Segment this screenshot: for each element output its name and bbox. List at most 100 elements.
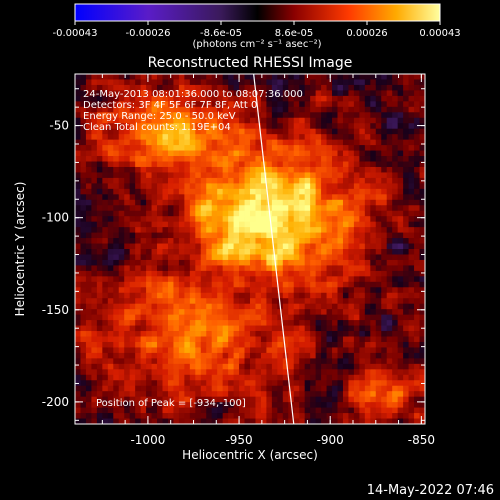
heatmap-cell (102, 194, 109, 201)
heatmap-cell (419, 156, 425, 162)
heatmap-cell (173, 369, 180, 376)
heatmap-cell (178, 90, 185, 97)
heatmap-cell (233, 249, 240, 255)
heatmap-cell (107, 232, 114, 239)
heatmap-cell (419, 363, 425, 370)
heatmap-cell (304, 227, 311, 233)
heatmap-cell (140, 134, 147, 141)
heatmap-cell (375, 418, 382, 424)
heatmap-cell (96, 232, 103, 239)
annotation-line: Clean Total counts: 1.19E+04 (83, 122, 231, 133)
heatmap-cell (321, 265, 327, 272)
heatmap-cell (151, 249, 158, 255)
heatmap-cell (392, 418, 399, 424)
heatmap-cell (80, 270, 87, 277)
heatmap-cell (288, 210, 295, 217)
heatmap-cell (135, 259, 142, 266)
heatmap-cell (189, 117, 196, 124)
heatmap-cell (80, 243, 87, 250)
heatmap-cell (167, 413, 174, 419)
heatmap-cell (282, 123, 289, 130)
heatmap-cell (288, 374, 295, 381)
heatmap-cell (403, 161, 409, 168)
heatmap-cell (348, 407, 355, 414)
heatmap-cell (250, 402, 256, 408)
heatmap-cell (184, 161, 191, 168)
heatmap-cell (293, 112, 300, 119)
heatmap-cell (124, 145, 131, 151)
heatmap-cell (250, 358, 256, 365)
heatmap-cell (85, 199, 92, 206)
heatmap-cell (124, 238, 131, 244)
heatmap-cell (260, 352, 267, 359)
heatmap-cell (321, 292, 327, 299)
heatmap-cell (195, 287, 202, 294)
heatmap-cell (315, 249, 322, 255)
heatmap-cell (304, 172, 311, 179)
heatmap-cell (414, 161, 420, 168)
heatmap-cell (375, 363, 382, 370)
heatmap-cell (189, 134, 196, 141)
heatmap-cell (337, 413, 344, 419)
heatmap-cell (414, 238, 420, 244)
heatmap-cell (85, 95, 92, 102)
heatmap-cell (271, 101, 278, 108)
heatmap-cell (321, 101, 327, 108)
heatmap-cell (129, 156, 136, 162)
heatmap-cell (348, 402, 355, 408)
heatmap-cell (414, 112, 420, 119)
heatmap-cell (96, 270, 103, 277)
heatmap-cell (206, 216, 213, 223)
heatmap-cell (304, 336, 311, 343)
heatmap-cell (151, 172, 158, 179)
heatmap-cell (107, 402, 114, 408)
heatmap-cell (304, 281, 311, 288)
heatmap-cell (381, 276, 388, 283)
heatmap-cell (200, 145, 207, 151)
heatmap-cell (173, 374, 180, 381)
heatmap-cell (266, 117, 273, 124)
heatmap-cell (348, 221, 355, 228)
heatmap-cell (293, 216, 300, 223)
heatmap-cell (222, 205, 229, 212)
heatmap-cell (178, 396, 185, 403)
heatmap-cell (75, 221, 81, 228)
heatmap-cell (266, 254, 273, 261)
heatmap-cell (189, 101, 196, 108)
heatmap-cell (244, 177, 251, 184)
heatmap-cell (178, 347, 185, 354)
heatmap-cell (200, 265, 207, 272)
heatmap-cell (124, 161, 131, 168)
heatmap-cell (315, 292, 322, 299)
heatmap-cell (332, 380, 338, 387)
heatmap-cell (364, 325, 371, 332)
heatmap-cell (189, 352, 196, 359)
heatmap-cell (107, 221, 114, 228)
heatmap-cell (337, 95, 344, 102)
heatmap-cell (129, 216, 136, 223)
heatmap-cell (91, 303, 98, 310)
heatmap-cell (348, 210, 355, 217)
heatmap-cell (255, 95, 262, 102)
heatmap-cell (96, 139, 103, 146)
heatmap-cell (80, 134, 87, 141)
heatmap-cell (408, 276, 415, 283)
heatmap-cell (140, 216, 147, 223)
heatmap-cell (288, 150, 295, 157)
heatmap-cell (321, 227, 327, 233)
heatmap-cell (178, 281, 185, 288)
heatmap-cell (102, 270, 109, 277)
heatmap-cell (162, 161, 169, 168)
heatmap-cell (408, 413, 415, 419)
heatmap-cell (140, 281, 147, 288)
heatmap-cell (189, 391, 196, 398)
heatmap-cell (326, 341, 333, 348)
heatmap-cell (304, 396, 311, 403)
heatmap-cell (419, 74, 425, 80)
heatmap-cell (80, 341, 87, 348)
heatmap-cell (206, 374, 213, 381)
heatmap-cell (255, 101, 262, 108)
heatmap-cell (124, 183, 131, 190)
heatmap-cell (386, 385, 393, 392)
heatmap-cell (96, 352, 103, 359)
